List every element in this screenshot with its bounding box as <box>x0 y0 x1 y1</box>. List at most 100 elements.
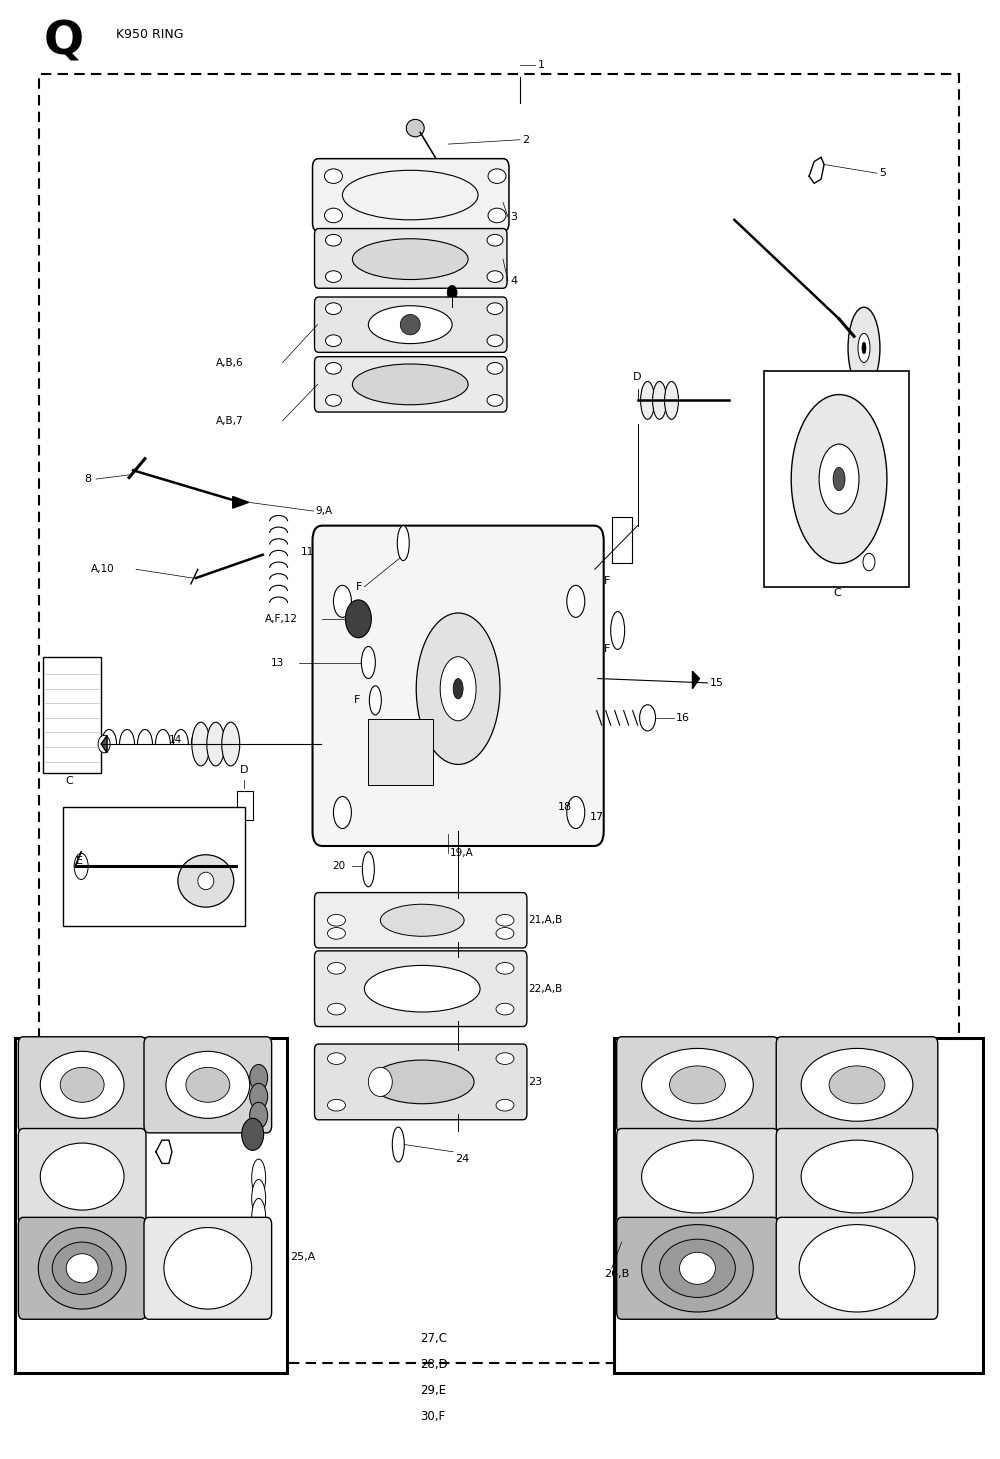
Ellipse shape <box>453 678 463 699</box>
Ellipse shape <box>327 1100 345 1112</box>
Ellipse shape <box>406 120 424 137</box>
Ellipse shape <box>250 1065 268 1091</box>
Ellipse shape <box>345 600 371 638</box>
Ellipse shape <box>496 1053 514 1065</box>
FancyBboxPatch shape <box>144 1037 272 1132</box>
FancyBboxPatch shape <box>776 1217 938 1319</box>
Polygon shape <box>233 496 249 508</box>
Text: 2: 2 <box>522 134 529 144</box>
Ellipse shape <box>496 1100 514 1112</box>
Text: 3: 3 <box>510 212 517 222</box>
Text: 4: 4 <box>510 276 517 286</box>
Text: 25,A: 25,A <box>291 1252 316 1262</box>
Ellipse shape <box>164 1227 252 1309</box>
Ellipse shape <box>801 1139 913 1212</box>
Ellipse shape <box>487 362 503 374</box>
Ellipse shape <box>352 363 468 404</box>
Ellipse shape <box>242 1118 264 1150</box>
Ellipse shape <box>392 1126 404 1161</box>
Text: 24: 24 <box>455 1154 469 1164</box>
FancyBboxPatch shape <box>776 1037 938 1132</box>
FancyBboxPatch shape <box>313 525 604 846</box>
Text: 11: 11 <box>301 547 314 557</box>
Text: A,10: A,10 <box>91 565 115 575</box>
Text: Q: Q <box>43 19 83 64</box>
Text: 8: 8 <box>84 474 91 484</box>
Ellipse shape <box>327 1053 345 1065</box>
Ellipse shape <box>369 686 381 715</box>
Ellipse shape <box>819 444 859 514</box>
Ellipse shape <box>567 585 585 617</box>
Ellipse shape <box>496 928 514 940</box>
FancyBboxPatch shape <box>617 1128 778 1224</box>
Ellipse shape <box>66 1253 98 1282</box>
Ellipse shape <box>325 271 341 283</box>
Ellipse shape <box>38 1227 126 1309</box>
Ellipse shape <box>250 1084 268 1110</box>
Ellipse shape <box>325 394 341 406</box>
Ellipse shape <box>496 963 514 975</box>
Text: 16: 16 <box>676 713 690 722</box>
Ellipse shape <box>496 915 514 926</box>
Ellipse shape <box>642 1049 753 1121</box>
Ellipse shape <box>327 915 345 926</box>
Ellipse shape <box>829 1067 885 1104</box>
Ellipse shape <box>641 381 655 419</box>
Ellipse shape <box>324 209 342 223</box>
Ellipse shape <box>368 1068 392 1097</box>
Ellipse shape <box>653 381 667 419</box>
Ellipse shape <box>447 286 457 301</box>
FancyBboxPatch shape <box>18 1037 146 1132</box>
FancyBboxPatch shape <box>18 1217 146 1319</box>
Ellipse shape <box>858 334 870 362</box>
Ellipse shape <box>496 1004 514 1015</box>
Ellipse shape <box>40 1142 124 1210</box>
Bar <box>43 657 101 773</box>
Ellipse shape <box>642 1224 753 1312</box>
Text: 27,C: 27,C <box>420 1332 447 1345</box>
Ellipse shape <box>333 797 351 829</box>
Ellipse shape <box>252 1198 266 1236</box>
Ellipse shape <box>440 657 476 721</box>
FancyBboxPatch shape <box>315 298 507 352</box>
Ellipse shape <box>660 1239 735 1297</box>
Ellipse shape <box>848 308 880 388</box>
Text: F: F <box>354 696 360 705</box>
Ellipse shape <box>327 1004 345 1015</box>
Text: A,B,6: A,B,6 <box>216 357 243 368</box>
Text: F: F <box>604 576 610 587</box>
Ellipse shape <box>252 1179 266 1217</box>
Ellipse shape <box>186 1068 230 1103</box>
Ellipse shape <box>166 1052 250 1118</box>
Ellipse shape <box>207 722 225 766</box>
Ellipse shape <box>370 1061 474 1104</box>
Ellipse shape <box>192 722 210 766</box>
Ellipse shape <box>362 852 374 887</box>
Ellipse shape <box>611 611 625 649</box>
Ellipse shape <box>665 381 679 419</box>
Text: F: F <box>356 582 362 592</box>
Bar <box>614 1039 983 1373</box>
Ellipse shape <box>361 646 375 678</box>
Text: 19,A: 19,A <box>450 848 474 858</box>
Ellipse shape <box>642 1139 753 1212</box>
Polygon shape <box>692 671 699 689</box>
Bar <box>237 791 253 820</box>
Text: 5: 5 <box>879 168 886 178</box>
Ellipse shape <box>862 343 866 353</box>
Text: 30,F: 30,F <box>420 1411 445 1424</box>
Ellipse shape <box>488 169 506 184</box>
Ellipse shape <box>342 171 478 220</box>
Text: K950 RING: K950 RING <box>116 28 184 41</box>
FancyBboxPatch shape <box>315 951 527 1027</box>
Ellipse shape <box>397 525 409 560</box>
Ellipse shape <box>40 1052 124 1118</box>
Text: 15: 15 <box>709 678 723 687</box>
Text: 21,A,B: 21,A,B <box>528 915 562 925</box>
Ellipse shape <box>74 854 88 880</box>
Ellipse shape <box>352 239 468 280</box>
Bar <box>63 807 245 926</box>
Text: E: E <box>76 855 83 865</box>
Ellipse shape <box>364 966 480 1013</box>
Text: F: F <box>604 645 610 655</box>
